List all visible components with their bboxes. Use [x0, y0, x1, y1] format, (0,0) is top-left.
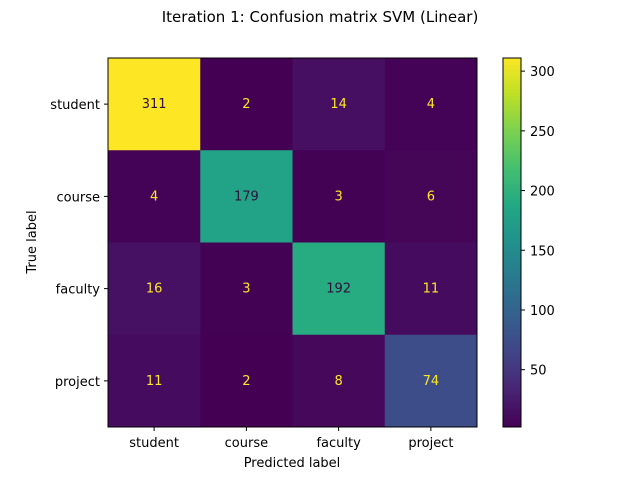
y-tick-label: project: [55, 375, 100, 390]
heatmap-cell-labels: 311 2 14 4 4 179 3 6 16 3 192 11 11 2 8 74: [142, 97, 439, 389]
colorbar-tick-label: 250: [530, 125, 555, 140]
colorbar-tick-label: 100: [530, 304, 555, 319]
heatmap-cell: [292, 334, 386, 428]
x-tick-label: project: [408, 436, 453, 451]
cell-value-label: 192: [326, 282, 351, 297]
heatmap-cell: [292, 242, 386, 336]
x-tick-label: faculty: [316, 436, 361, 451]
cell-value-label: 311: [142, 97, 167, 112]
cell-value-label: 16: [146, 282, 163, 297]
heatmap-cell: [108, 150, 201, 243]
x-axis-ticks: student course faculty project: [129, 427, 453, 451]
cell-value-label: 8: [334, 374, 342, 389]
heatmap-cell: [200, 334, 293, 428]
heatmap-cell: [108, 242, 201, 336]
colorbar-tick-label: 50: [530, 364, 547, 379]
heatmap-cell: [108, 58, 201, 151]
cell-value-label: 179: [234, 189, 259, 204]
heatmap-cell: [200, 150, 293, 243]
heatmap-cell: [200, 242, 293, 336]
heatmap-cell: [384, 150, 478, 243]
x-tick-label: course: [225, 436, 268, 451]
cell-value-label: 2: [242, 97, 250, 112]
colorbar-tick-label: 300: [530, 65, 555, 80]
heatmap-cells: [108, 58, 478, 428]
x-tick-label: student: [129, 436, 179, 451]
y-axis-ticks: student course faculty project: [50, 98, 108, 390]
heatmap-cell: [384, 58, 478, 151]
axes-frame: [107, 57, 478, 428]
y-tick-label: student: [50, 98, 100, 113]
colorbar: [502, 57, 522, 428]
heatmap-cell: [108, 334, 201, 428]
heatmap-cell: [292, 58, 386, 151]
y-tick-label: faculty: [56, 283, 101, 298]
cell-value-label: 74: [423, 374, 440, 389]
colorbar-tick-label: 200: [530, 185, 555, 200]
cell-value-label: 4: [150, 189, 158, 204]
x-axis-label: Predicted label: [244, 456, 341, 471]
heatmap-cell: [384, 242, 478, 336]
chart-title: Iteration 1: Confusion matrix SVM (Linea…: [162, 8, 479, 26]
cell-value-label: 2: [242, 374, 250, 389]
cell-value-label: 3: [242, 282, 250, 297]
y-axis-label: True label: [25, 210, 40, 274]
cell-value-label: 11: [146, 374, 163, 389]
heatmap-cell: [384, 334, 478, 428]
cell-value-label: 11: [423, 282, 440, 297]
cell-value-label: 3: [334, 189, 342, 204]
cell-value-label: 4: [427, 97, 435, 112]
cell-value-label: 14: [330, 97, 347, 112]
heatmap-cell: [292, 150, 386, 243]
cell-value-label: 6: [427, 189, 435, 204]
colorbar-tick-label: 150: [530, 244, 555, 259]
heatmap-cell: [200, 58, 293, 151]
y-tick-label: course: [57, 190, 100, 205]
colorbar-ticks: 50 100 150 200 250 300: [521, 65, 555, 379]
